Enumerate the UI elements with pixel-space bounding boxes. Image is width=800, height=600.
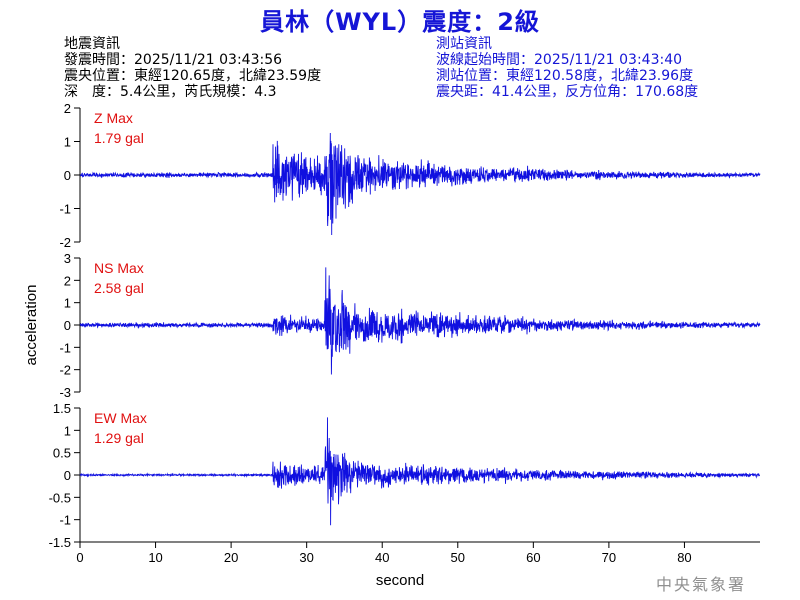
max-value-label: 1.79 gal bbox=[94, 130, 144, 146]
x-tick-label: 20 bbox=[224, 550, 238, 565]
y-tick-label: 1.5 bbox=[53, 401, 71, 416]
y-tick-label: 1 bbox=[64, 296, 71, 311]
quake-info-panel: 地震資訊 發震時間：2025/11/21 03:43:56 震央位置：東經120… bbox=[64, 36, 321, 100]
station-info-heading: 測站資訊 bbox=[436, 36, 492, 52]
y-tick-label: -2 bbox=[59, 363, 71, 378]
y-tick-label: 2 bbox=[64, 273, 71, 288]
station-distance: 震央距：41.4公里，反方位角：170.68度 bbox=[436, 84, 699, 100]
y-tick-label: -1 bbox=[59, 513, 71, 528]
x-tick-label: 70 bbox=[602, 550, 616, 565]
max-label: EW Max bbox=[94, 410, 147, 426]
trace-z bbox=[79, 132, 761, 236]
y-tick-label: 2 bbox=[64, 101, 71, 116]
quake-info-heading: 地震資訊 bbox=[64, 36, 120, 52]
max-label: Z Max bbox=[94, 110, 133, 126]
x-tick-label: 40 bbox=[375, 550, 389, 565]
y-tick-label: -2 bbox=[59, 235, 71, 250]
y-tick-label: 3 bbox=[64, 251, 71, 266]
max-label: NS Max bbox=[94, 260, 144, 276]
y-tick-label: 0 bbox=[64, 468, 71, 483]
y-tick-label: -1 bbox=[59, 340, 71, 355]
station-wave-start: 波線起始時間：2025/11/21 03:43:40 bbox=[436, 52, 683, 68]
station-location: 測站位置：東經120.58度，北緯23.96度 bbox=[436, 68, 694, 84]
y-tick-label: 1 bbox=[64, 135, 71, 150]
y-tick-label: -0.5 bbox=[49, 490, 71, 505]
quake-origin-time: 發震時間：2025/11/21 03:43:56 bbox=[64, 52, 283, 68]
station-info-panel: 測站資訊 波線起始時間：2025/11/21 03:43:40 測站位置：東經1… bbox=[436, 36, 698, 100]
trace-ns bbox=[79, 267, 761, 375]
y-axis-label: acceleration bbox=[23, 285, 40, 366]
max-value-label: 1.29 gal bbox=[94, 430, 144, 446]
x-tick-label: 60 bbox=[526, 550, 540, 565]
trace-ew bbox=[79, 417, 761, 526]
agency-watermark: 中央氣象署 bbox=[656, 575, 747, 594]
y-tick-label: 0 bbox=[64, 168, 71, 183]
y-tick-label: 1 bbox=[64, 423, 71, 438]
max-value-label: 2.58 gal bbox=[94, 280, 144, 296]
x-tick-label: 10 bbox=[148, 550, 162, 565]
x-axis-label: second bbox=[376, 572, 424, 589]
x-tick-label: 80 bbox=[677, 550, 691, 565]
y-tick-label: 0 bbox=[64, 318, 71, 333]
quake-depth-magnitude: 深 度：5.4公里，芮氏規模：4.3 bbox=[64, 84, 277, 100]
y-tick-label: -1 bbox=[59, 202, 71, 217]
x-tick-label: 50 bbox=[451, 550, 465, 565]
quake-epicenter: 震央位置：東經120.65度，北緯23.59度 bbox=[64, 68, 322, 84]
panel-z: 2 1 0 -1 -2 Z Max 1.79 gal bbox=[59, 101, 761, 250]
y-tick-label: -3 bbox=[59, 385, 71, 400]
x-tick-label: 30 bbox=[299, 550, 313, 565]
panel-ew: 1.5 1 0.5 0 -0.5 -1 -1.5 EW Max 1.29 gal 0 10 20 30 4… bbox=[49, 401, 761, 589]
y-tick-label: -1.5 bbox=[49, 535, 71, 550]
y-tick-label: 0.5 bbox=[53, 446, 71, 461]
x-tick-label: 0 bbox=[76, 550, 83, 565]
chart-title: 員林（WYL）震度：2級 bbox=[260, 8, 540, 36]
panel-ns: 3 2 1 0 -1 -2 -3 NS Max 2.58 gal acceleration bbox=[23, 251, 761, 400]
